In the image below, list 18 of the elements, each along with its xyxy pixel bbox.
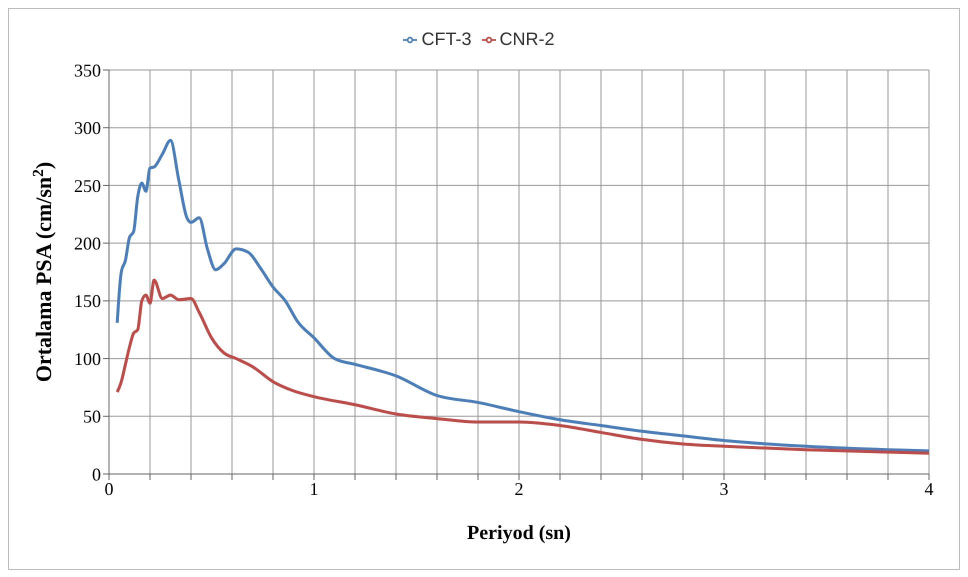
legend-label: CNR-2 [500,29,555,49]
x-tick-label: 0 [104,478,114,499]
x-tick-label: 3 [720,478,728,499]
y-tick-label: 100 [74,348,101,369]
y-tick-label: 300 [74,118,101,138]
x-tick-label: 2 [514,478,524,499]
y-tick-label: 150 [74,291,101,312]
y-tick-label: 0 [92,464,101,484]
legend-label: CFT-3 [421,29,472,49]
y-tick-label: 50 [83,406,101,427]
y-tick-label: 350 [74,60,101,80]
x-axis-title: Periyod (sn) [467,522,571,544]
x-tick-label: 1 [310,478,318,499]
x-tick-label: 4 [924,478,934,499]
line-series [116,278,929,455]
y-tick-label: 250 [74,176,101,196]
y-tick-label: 200 [74,234,101,254]
line-series [116,138,929,452]
